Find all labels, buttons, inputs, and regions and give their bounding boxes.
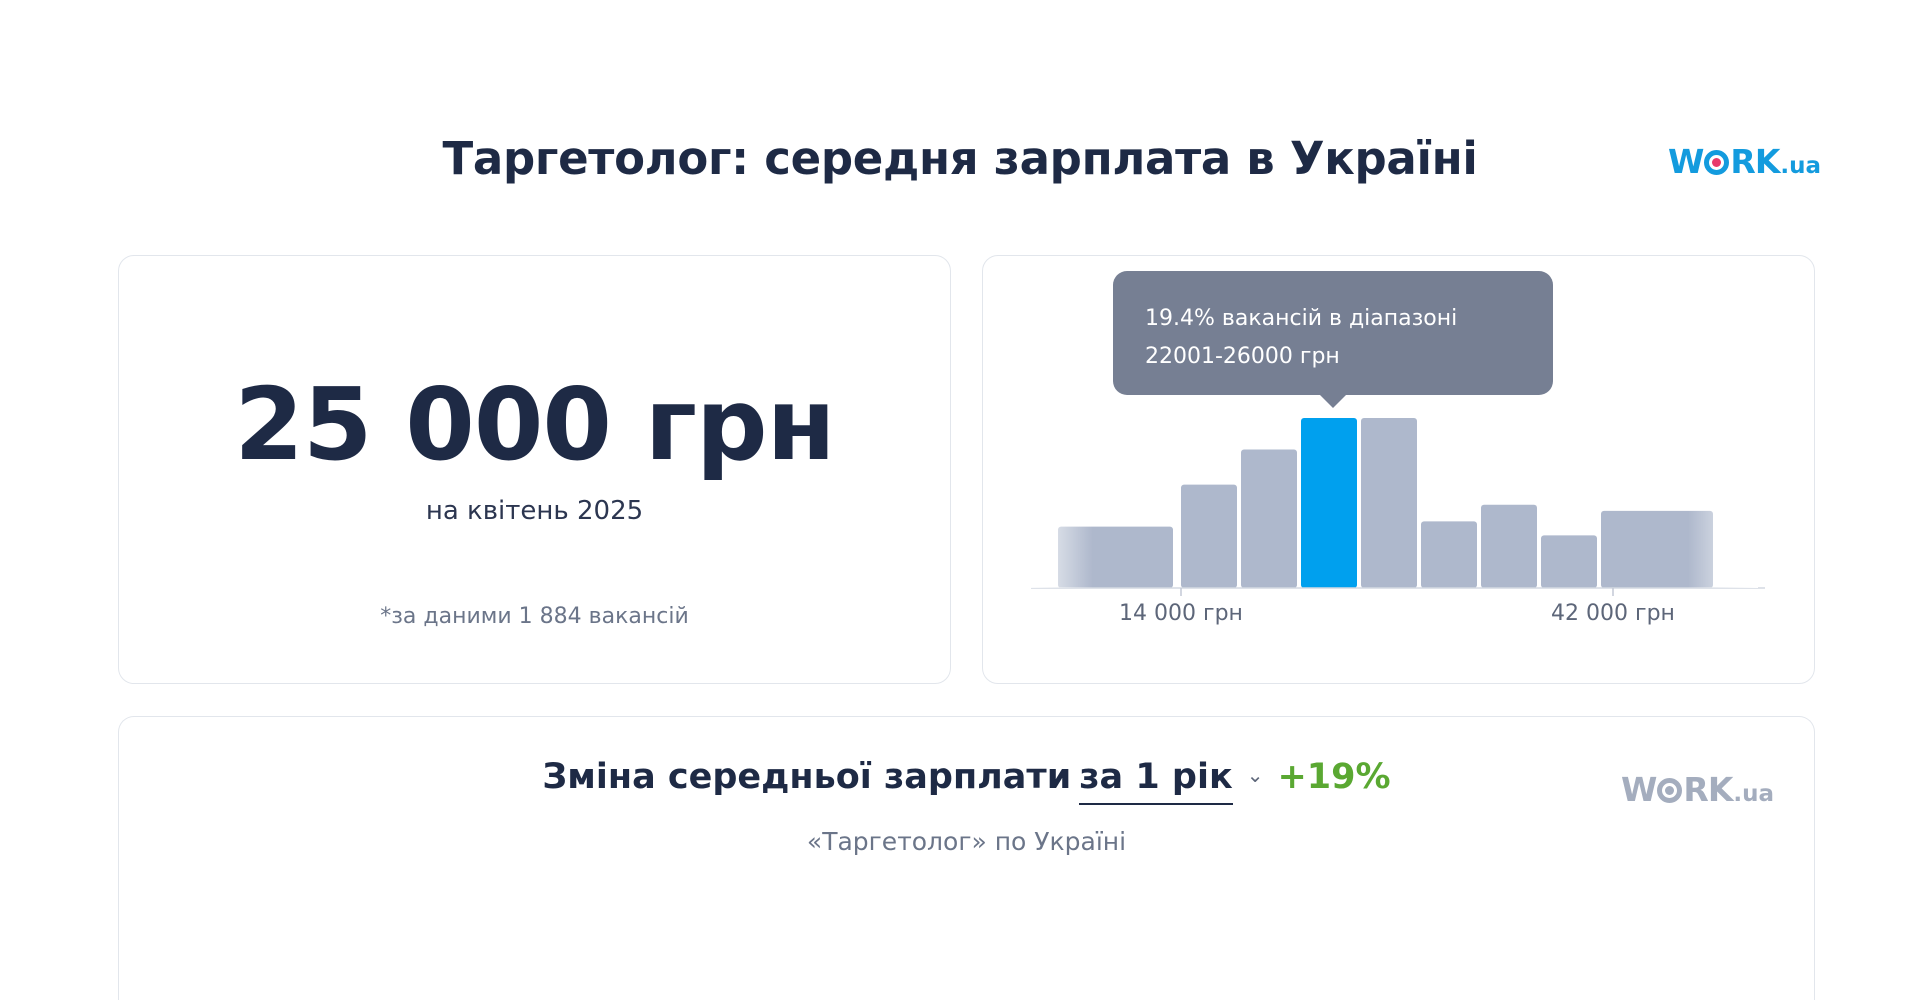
left-fade (1023, 356, 1093, 588)
histogram-bar[interactable] (1541, 535, 1597, 588)
histogram-bar[interactable] (1181, 484, 1237, 588)
histogram-tooltip: 19.4% вакансій в діапазоні 22001-26000 г… (1113, 271, 1553, 408)
logo-w-letter: W (1668, 142, 1704, 181)
change-label: Зміна середньої зарплати (542, 757, 1072, 797)
logo-suffix: .ua (1733, 781, 1775, 807)
vacancies-note: *за даними 1 884 вакансій (380, 604, 689, 629)
logo-w-letter: W (1621, 770, 1657, 809)
logo-o-ring-icon (1704, 150, 1730, 175)
histogram-bar[interactable] (1421, 521, 1477, 588)
histogram-bar[interactable] (1481, 504, 1537, 588)
tooltip-line-2: 22001-26000 грн (1145, 344, 1340, 369)
right-fade (1688, 356, 1758, 588)
histogram-bar[interactable] (1601, 510, 1713, 588)
logo-o-ring-icon (1657, 778, 1683, 803)
histogram-bar-highlighted[interactable] (1301, 418, 1357, 588)
work-ua-logo[interactable]: W RK.ua (1668, 142, 1821, 181)
salary-change-heading: Зміна середньої зарплати за 1 рік ⌄ +19% (119, 757, 1814, 805)
logo-suffix: .ua (1780, 153, 1822, 179)
page-title: Таргетолог: середня зарплата в Україні (442, 132, 1478, 185)
logo-rk-letters: RK (1683, 770, 1733, 809)
salary-histogram (1023, 356, 1765, 596)
logo-rk-letters: RK (1730, 142, 1780, 181)
chevron-down-icon[interactable]: ⌄ (1246, 763, 1264, 787)
tick-label-right: 42 000 грн (1551, 601, 1675, 626)
average-salary-value: 25 000 грн (234, 366, 835, 483)
salary-card: 25 000 грн на квітень 2025 *за даними 1 … (118, 255, 951, 684)
salary-change-card: Зміна середньої зарплати за 1 рік ⌄ +19%… (118, 716, 1815, 1000)
change-subtitle: «Таргетолог» по Україні (806, 827, 1127, 856)
tooltip-line-1: 19.4% вакансій в діапазоні (1145, 306, 1458, 331)
histogram-bar[interactable] (1241, 449, 1297, 588)
work-ua-logo-muted: W RK.ua (1621, 770, 1774, 809)
histogram-bar[interactable] (1361, 418, 1417, 588)
salary-date: на квітень 2025 (425, 496, 644, 526)
tick-label-left: 14 000 грн (1119, 601, 1243, 626)
period-selector[interactable]: за 1 рік (1079, 757, 1233, 805)
salary-change-delta: +19% (1277, 757, 1391, 797)
salary-histogram-card: 19.4% вакансій в діапазоні 22001-26000 г… (982, 255, 1815, 684)
